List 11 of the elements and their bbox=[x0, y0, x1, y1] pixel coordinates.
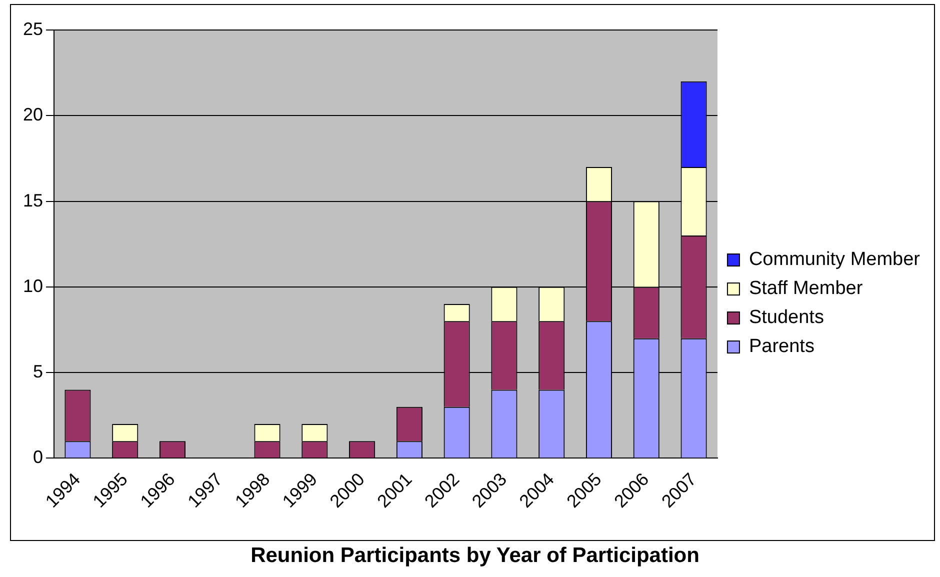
legend-label: Students bbox=[748, 307, 824, 328]
text: Reunion Participants by Year of Participation bbox=[250, 544, 700, 568]
y-tick-label: 5 bbox=[33, 362, 44, 382]
y-tick-label: 10 bbox=[22, 276, 44, 296]
legend-label: Parents bbox=[748, 336, 814, 358]
legend-label: Community Member bbox=[748, 249, 921, 270]
y-tick-label: 15 bbox=[22, 190, 44, 210]
legend-label: Staff Member bbox=[748, 278, 864, 300]
y-tick-label: 0 bbox=[33, 447, 44, 468]
y-tick-label: 20 bbox=[22, 104, 44, 125]
y-tick-label: 25 bbox=[22, 18, 44, 39]
